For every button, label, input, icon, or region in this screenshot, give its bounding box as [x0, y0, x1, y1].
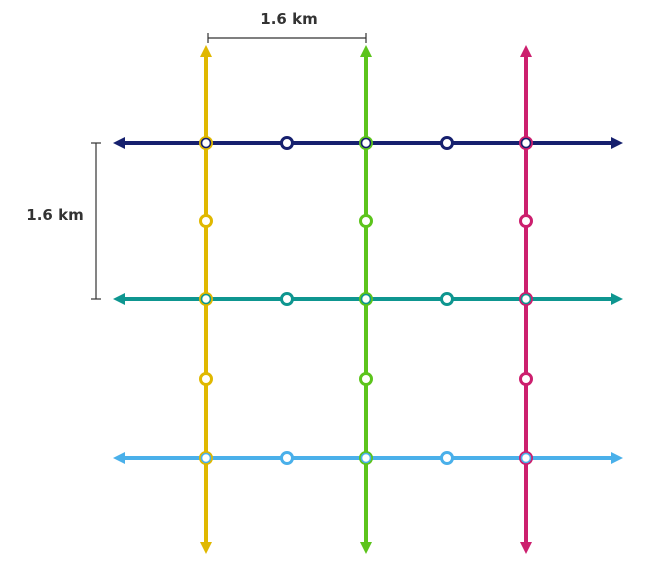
horizontal-scale-label: 1.6 km — [260, 10, 317, 28]
station-teal — [280, 292, 294, 306]
horizontal-scale-bar: 1.6 km — [207, 10, 367, 43]
vertical-scale-bar: 1.6 km — [26, 142, 101, 300]
station-teal — [440, 292, 454, 306]
interchange-station-inner — [360, 293, 372, 305]
interchange-station-inner — [520, 293, 532, 305]
vertical-scale-label: 1.6 km — [26, 206, 83, 224]
interchange-station-inner — [360, 137, 372, 149]
interchange-station-inner — [520, 452, 532, 464]
station-lightblue — [280, 451, 294, 465]
station-green — [359, 372, 373, 386]
station-magenta — [519, 214, 533, 228]
interchange-station-inner — [200, 137, 212, 149]
interchange-station-inner — [360, 452, 372, 464]
station-lightblue — [440, 451, 454, 465]
station-green — [359, 214, 373, 228]
station-yellow — [199, 372, 213, 386]
station-yellow — [199, 214, 213, 228]
station-navy — [440, 136, 454, 150]
station-navy — [280, 136, 294, 150]
interchange-station-inner — [520, 137, 532, 149]
interchange-station-inner — [200, 293, 212, 305]
station-magenta — [519, 372, 533, 386]
interchange-station-inner — [200, 452, 212, 464]
